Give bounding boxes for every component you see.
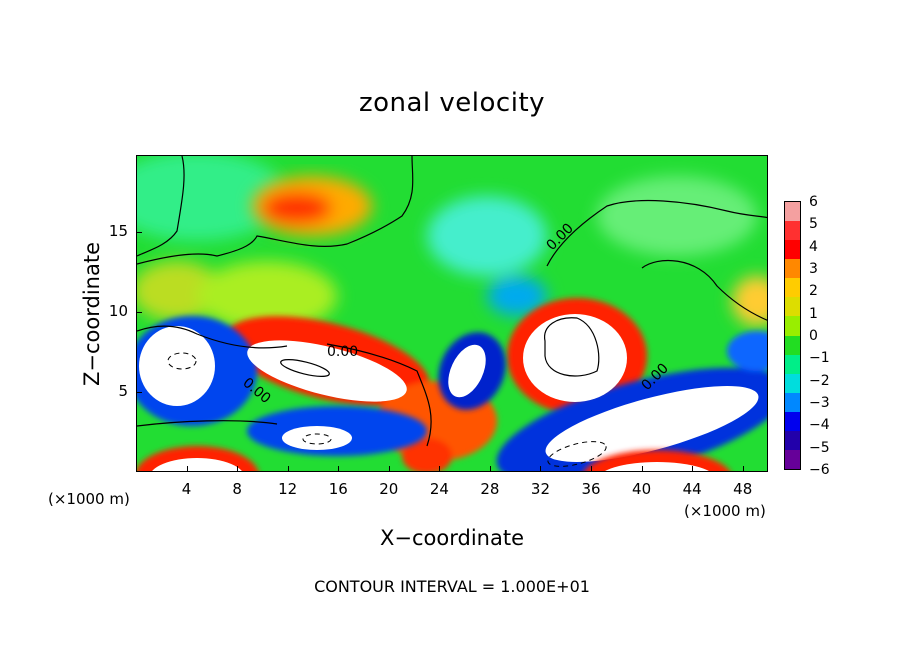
light-green-patch	[597, 176, 757, 256]
colorbar-segment	[785, 392, 800, 413]
red-patch-bottom	[402, 438, 452, 471]
colorbar-tick-label: 1	[809, 305, 818, 322]
colorbar-segment	[785, 240, 800, 260]
contour-line-left	[137, 156, 185, 257]
x-axis-label: X−coordinate	[380, 526, 524, 550]
x-tick-mark	[287, 466, 289, 472]
x-tick-label: 44	[682, 480, 702, 498]
x-tick-label: 36	[581, 480, 601, 498]
dashed-contour-lower-right	[547, 441, 607, 467]
y-tick-mark	[136, 391, 142, 393]
contour-label: 0.00	[327, 344, 358, 360]
cyan-patch	[427, 196, 547, 276]
x-tick-label: 12	[278, 480, 298, 498]
yellow-green-patch	[197, 261, 337, 331]
x-tick-mark	[388, 466, 390, 472]
white-max-bottom-right	[605, 462, 709, 471]
colorbar-tick-label: 4	[809, 238, 818, 255]
colorbar-segment	[785, 259, 800, 279]
y-tick-label: 10	[108, 301, 128, 320]
colorbar-segment	[785, 316, 800, 336]
y-tick-mark	[136, 231, 142, 233]
colorbar-tick-label: −6	[809, 462, 830, 478]
x-tick-mark	[439, 466, 441, 472]
x-tick-label: 20	[379, 480, 399, 498]
x-tick-label: 4	[181, 480, 192, 498]
blue-patch-right	[727, 331, 767, 371]
colorbar-tick-label: −1	[809, 350, 830, 367]
colorbar-segment	[785, 430, 800, 451]
x-tick-mark	[641, 466, 643, 472]
x-tick-mark	[338, 466, 340, 472]
x-tick-mark	[540, 466, 542, 472]
contour-loop-right	[544, 317, 600, 377]
contour-line-mid	[326, 343, 432, 447]
dashed-contour-left	[167, 352, 197, 370]
heatmap-field: 0.00 0.00 0.00 0.00	[137, 156, 767, 471]
y-tick-label: 5	[118, 381, 128, 400]
colorbar	[784, 201, 801, 470]
x-tick-label: 40	[632, 480, 652, 498]
white-core-center	[448, 344, 486, 398]
colorbar-tick-label: 2	[809, 283, 818, 300]
y-tick-mark	[136, 311, 142, 313]
x-tick-mark	[237, 466, 239, 472]
x-tick-label: 16	[328, 480, 348, 498]
colorbar-tick-label: 5	[809, 216, 818, 233]
white-core-lower-left	[282, 426, 352, 450]
x-tick-label: 24	[429, 480, 449, 498]
colorbar-segment	[785, 221, 800, 241]
y-tick-label: 15	[108, 221, 128, 240]
colorbar-tick-label: 0	[809, 328, 818, 344]
colorbar-tick-label: −2	[809, 372, 830, 389]
blue-patch	[487, 276, 547, 316]
colorbar-tick-label: −5	[809, 439, 830, 456]
x-tick-mark	[591, 466, 593, 472]
colorbar-segment	[785, 411, 800, 432]
x-tick-label: 28	[480, 480, 500, 498]
cyan-green-patch	[137, 156, 287, 241]
x-tick-label: 48	[733, 480, 753, 498]
contour-interval-note: CONTOUR INTERVAL = 1.000E+01	[314, 577, 590, 596]
white-core-right	[523, 314, 627, 402]
contour-line-zero-right	[546, 199, 767, 267]
white-core-left	[139, 326, 215, 406]
colorbar-segment	[785, 297, 800, 317]
y-axis-label: Z−coordinate	[80, 242, 104, 386]
contour-line-zero-upper	[137, 156, 414, 265]
colorbar-segment	[785, 278, 800, 298]
colorbar-segment	[785, 354, 800, 375]
x-unit-right: (×1000 m)	[684, 502, 766, 520]
x-tick-mark	[692, 466, 694, 472]
chart-title: zonal velocity	[358, 88, 546, 118]
colorbar-tick-label: 3	[809, 261, 818, 277]
red-max-core	[262, 192, 332, 224]
colorbar-segment	[785, 335, 800, 356]
colorbar-tick-label: 6	[809, 194, 818, 210]
x-tick-mark	[742, 466, 744, 472]
white-core-lower-right	[545, 386, 759, 462]
x-tick-label: 8	[232, 480, 242, 498]
colorbar-tick-label: −4	[809, 417, 830, 434]
colorbar-segment	[785, 202, 800, 222]
colorbar-segment	[785, 373, 800, 394]
x-unit-left: (×1000 m)	[48, 490, 130, 508]
contour-line-mid-left	[137, 325, 288, 349]
x-tick-mark	[186, 466, 188, 472]
x-tick-label: 32	[530, 480, 551, 498]
orange-patch	[732, 276, 767, 326]
contour-line-lower	[137, 420, 278, 427]
colorbar-tick-label: −3	[809, 395, 830, 411]
contour-line-right-lower	[641, 259, 767, 321]
contour-loop-inner	[280, 359, 330, 377]
white-max-bottom-left	[152, 458, 242, 471]
plot-area: 0.00 0.00 0.00 0.00	[136, 155, 768, 472]
x-tick-mark	[489, 466, 491, 472]
dashed-contour-lower	[302, 433, 332, 445]
colorbar-segment	[785, 449, 800, 470]
